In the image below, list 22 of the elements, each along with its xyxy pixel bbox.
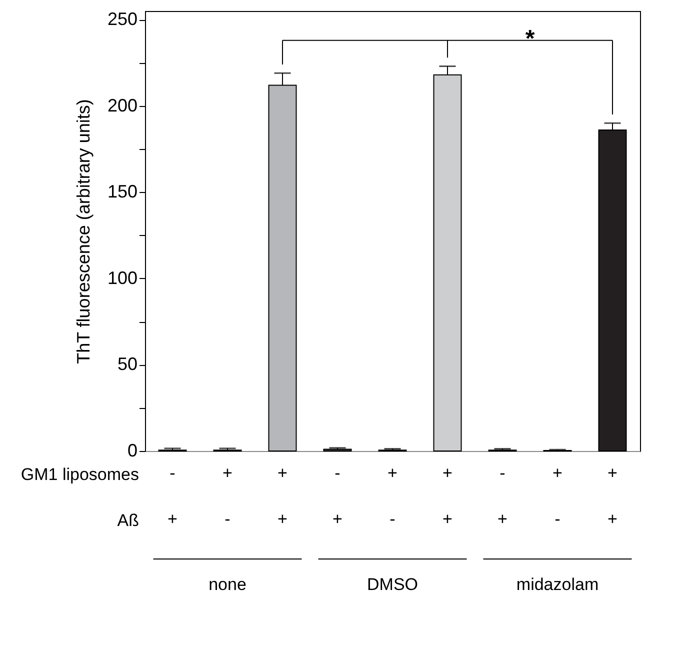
category-label: + - (222, 464, 232, 528)
text: midazolam (516, 575, 599, 594)
y-tick-label: 0 (127, 440, 138, 460)
text: GM1 liposomes (20, 465, 139, 484)
text: none (208, 575, 246, 594)
y-tick-label: 250 (107, 9, 138, 30)
category-label: - + (168, 464, 178, 528)
annotation: * (525, 25, 536, 52)
y-tick-label: 50 (117, 354, 138, 374)
y-tick-label: 200 (107, 95, 138, 116)
category-label: + + (278, 464, 288, 528)
category-label: + - (388, 464, 398, 528)
y-tick-label: 150 (107, 182, 138, 202)
category-label: + + (442, 464, 452, 528)
category-label: - + (498, 464, 508, 528)
text: Aß (117, 511, 139, 530)
y-tick-label: 100 (107, 268, 138, 288)
text: DMSO (367, 575, 418, 594)
y-axis-title: ThT fluorescence (arbitrary units) (73, 99, 94, 364)
category-label: + + (608, 464, 618, 528)
category-label: + - (552, 464, 562, 528)
category-label: - + (332, 464, 342, 528)
